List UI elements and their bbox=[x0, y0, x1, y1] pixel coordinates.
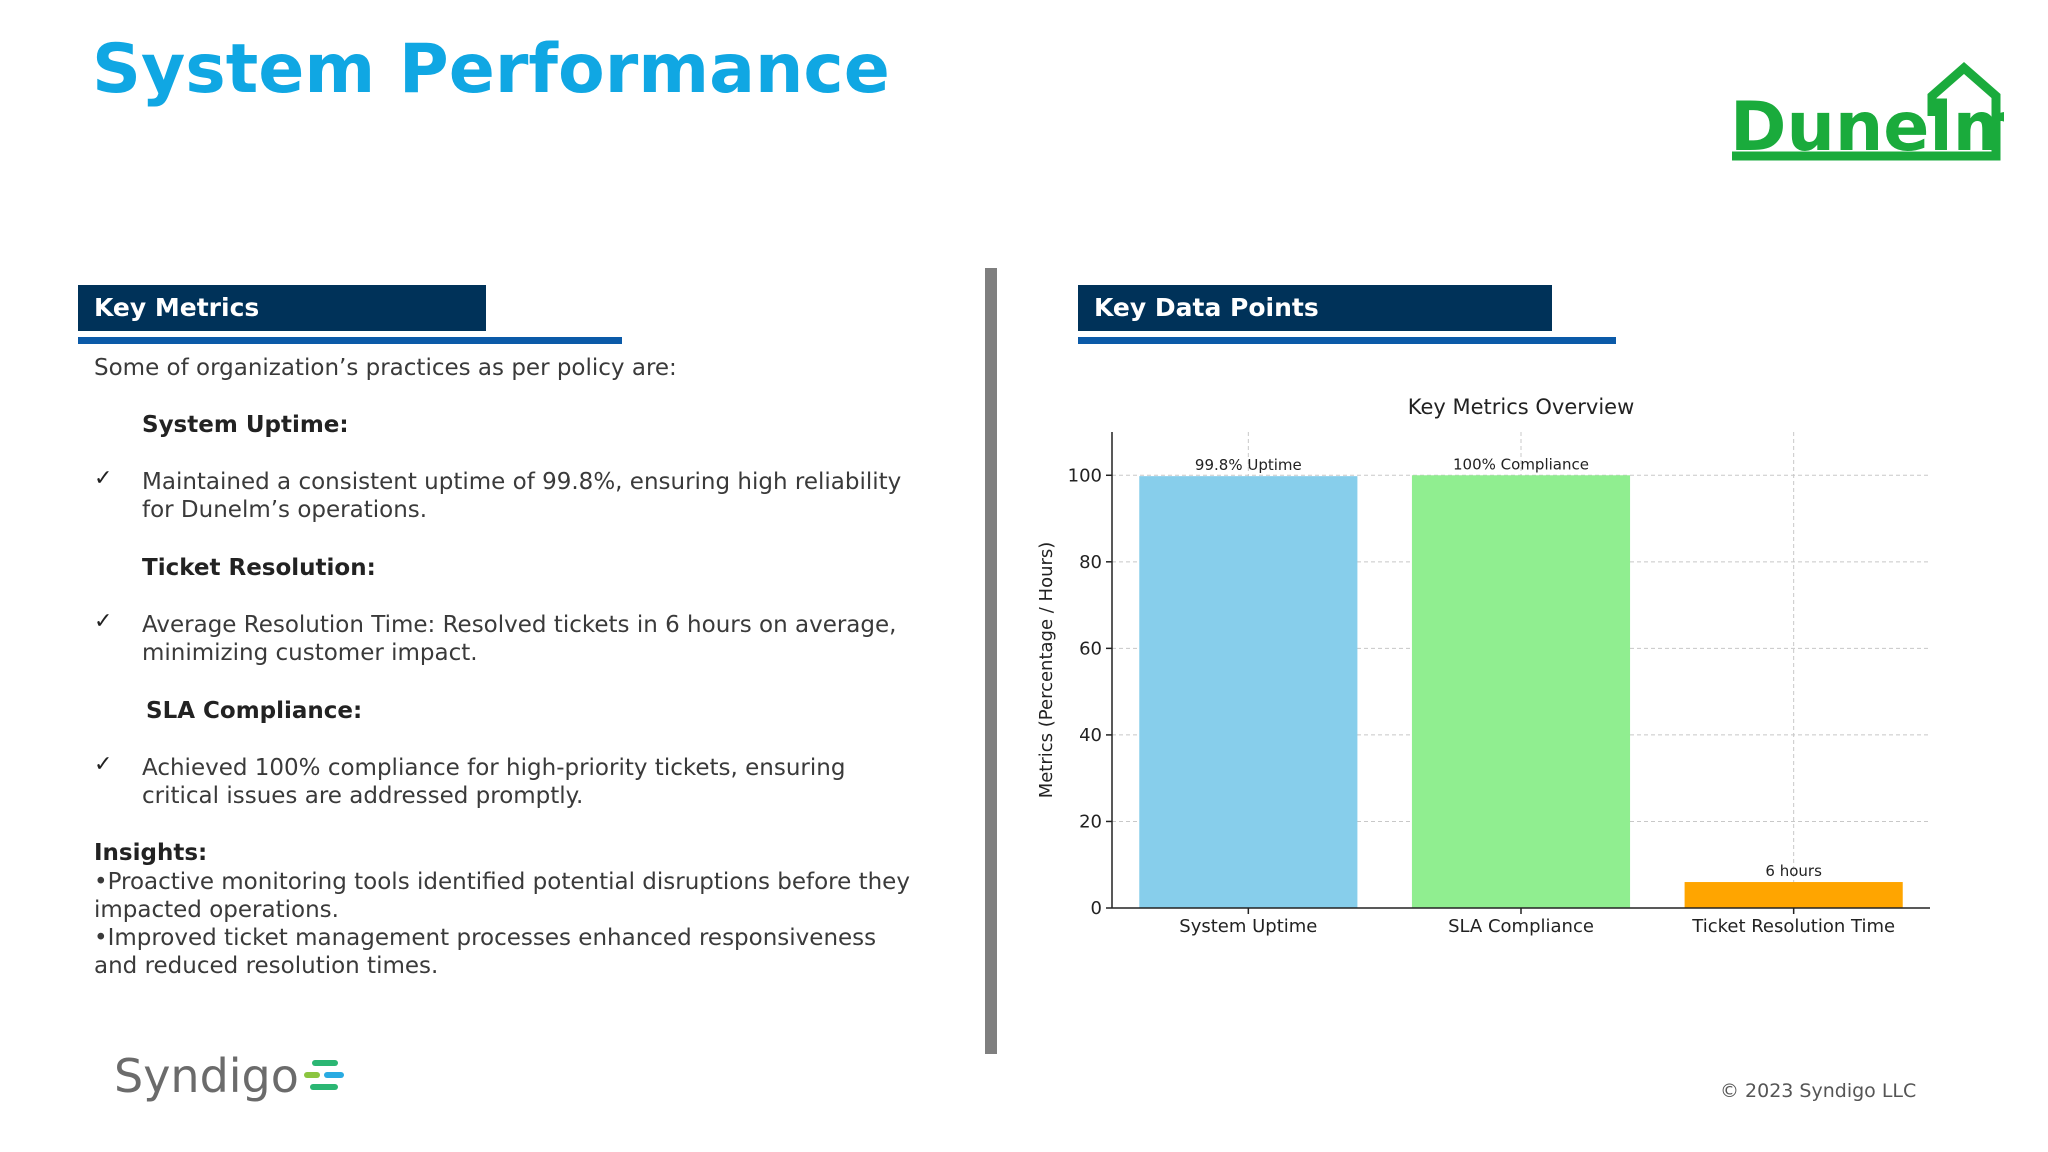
y-tick-label: 40 bbox=[1079, 725, 1102, 746]
insights-heading: Insights: bbox=[94, 840, 208, 866]
bullet-line: Achieved 100% compliance for high-priori… bbox=[142, 755, 846, 781]
check-icon: ✓ bbox=[94, 609, 113, 634]
chart-title: Key Metrics Overview bbox=[1408, 395, 1635, 419]
y-tick-label: 100 bbox=[1068, 465, 1102, 486]
bar-label: 99.8% Uptime bbox=[1195, 456, 1302, 474]
y-axis-label: Metrics (Percentage / Hours) bbox=[1036, 542, 1057, 799]
x-tick-label: Ticket Resolution Time bbox=[1691, 916, 1895, 937]
y-tick-label: 60 bbox=[1079, 638, 1102, 659]
insight-line: •Improved ticket management processes en… bbox=[94, 925, 877, 951]
intro-text: Some of organization’s practices as per … bbox=[94, 355, 677, 381]
key-metrics-chart: Key Metrics Overview Metrics (Percentage … bbox=[1036, 395, 1930, 937]
bullet-line: minimizing customer impact. bbox=[142, 640, 478, 666]
dunelm-logo: Dunelm bbox=[1724, 56, 2004, 168]
section-heading: SLA Compliance: bbox=[146, 698, 363, 724]
bullet-text: Average Resolution Time: Resolved ticket… bbox=[142, 611, 922, 667]
bar-label: 100% Compliance bbox=[1453, 455, 1589, 473]
bar bbox=[1684, 882, 1903, 908]
key-data-points-rule bbox=[1078, 337, 1616, 344]
key-metrics-rule bbox=[78, 337, 622, 344]
x-tick-label: System Uptime bbox=[1179, 916, 1317, 937]
bullet-line: for Dunelm’s operations. bbox=[142, 497, 428, 523]
bullet-line: Maintained a consistent uptime of 99.8%,… bbox=[142, 469, 902, 495]
insights-text: •Proactive monitoring tools identified p… bbox=[94, 868, 954, 980]
insight-line: impacted operations. bbox=[94, 897, 339, 923]
check-icon: ✓ bbox=[94, 466, 113, 491]
section-heading: System Uptime: bbox=[142, 412, 349, 438]
insight-line: and reduced resolution times. bbox=[94, 953, 439, 979]
key-metrics-header: Key Metrics bbox=[78, 285, 486, 331]
copyright-text: © 2023 Syndigo LLC bbox=[1720, 1080, 1917, 1102]
bar bbox=[1139, 476, 1358, 908]
y-tick-label: 0 bbox=[1091, 898, 1102, 919]
y-tick-label: 80 bbox=[1079, 552, 1102, 573]
bullet-text: Achieved 100% compliance for high-priori… bbox=[142, 754, 922, 810]
dunelm-logo-text: Dunelm bbox=[1730, 88, 2004, 167]
bullet-line: critical issues are addressed promptly. bbox=[142, 783, 584, 809]
section-heading: Ticket Resolution: bbox=[142, 555, 376, 581]
y-tick-label: 20 bbox=[1079, 811, 1102, 832]
key-data-points-header: Key Data Points bbox=[1078, 285, 1552, 331]
syndigo-logo-text: Syndigo bbox=[114, 1049, 299, 1103]
bullet-text: Maintained a consistent uptime of 99.8%,… bbox=[142, 468, 922, 524]
column-divider bbox=[985, 268, 997, 1054]
syndigo-logo: Syndigo bbox=[114, 1046, 374, 1110]
page-title: System Performance bbox=[92, 30, 890, 109]
insight-line: •Proactive monitoring tools identified p… bbox=[94, 869, 910, 895]
bullet-line: Average Resolution Time: Resolved ticket… bbox=[142, 612, 897, 638]
check-icon: ✓ bbox=[94, 752, 113, 777]
bar bbox=[1411, 475, 1631, 908]
bar-label: 6 hours bbox=[1765, 862, 1822, 880]
x-tick-label: SLA Compliance bbox=[1448, 916, 1594, 937]
